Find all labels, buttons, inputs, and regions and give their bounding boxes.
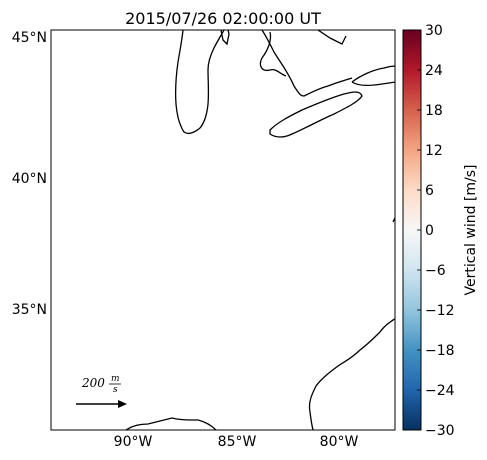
quiver-key-unit-num: m bbox=[111, 374, 120, 384]
lat-label-35: 35°N bbox=[12, 302, 47, 318]
lake-michigan-north-shore bbox=[220, 30, 230, 46]
colorbar-tick-label: 30 bbox=[425, 23, 443, 39]
lon-label-90w: 90°W bbox=[114, 434, 153, 450]
lon-label-80w: 80°W bbox=[320, 434, 359, 450]
colorbar-tick-label: −6 bbox=[425, 263, 446, 279]
quiver-key-arrowhead bbox=[118, 400, 127, 408]
colorbar-tick-label: 18 bbox=[425, 103, 443, 119]
coastlines bbox=[125, 30, 395, 430]
lake-huron-outline bbox=[261, 30, 353, 97]
lake-superior-edge bbox=[317, 30, 347, 45]
colorbar-tick-label: −24 bbox=[425, 383, 455, 399]
colorbar-tick-label: 0 bbox=[425, 223, 434, 239]
map-title: 2015/07/26 02:00:00 UT bbox=[125, 9, 321, 28]
colorbar-tick-label: −18 bbox=[425, 343, 455, 359]
lon-label-85w: 85°W bbox=[218, 434, 257, 450]
colorbar-tick-label: −12 bbox=[425, 303, 455, 319]
colorbar-label: Vertical wind [m/s] bbox=[463, 165, 479, 296]
gulf-coast bbox=[125, 417, 217, 430]
colorbar-tick-label: 24 bbox=[425, 63, 443, 79]
colorbar-tick-label: 12 bbox=[425, 143, 443, 159]
lake-ontario-outline bbox=[351, 65, 395, 86]
lat-label-45: 45°N bbox=[12, 30, 47, 46]
colorbar-tick-label: 6 bbox=[425, 183, 434, 199]
quiver-key: 200 m s bbox=[76, 374, 127, 408]
lat-label-40: 40°N bbox=[12, 171, 47, 187]
colorbar-ticks: 30 24 18 12 6 0 −6 −12 −18 −24 −30 bbox=[417, 23, 455, 439]
colorbar-tick-label: −30 bbox=[425, 423, 455, 439]
quiver-key-value: 200 bbox=[81, 376, 105, 390]
atlantic-coast bbox=[308, 216, 395, 430]
georgian-bay-outline bbox=[259, 31, 287, 77]
quiver-key-unit-den: s bbox=[113, 385, 118, 395]
lake-michigan-outline bbox=[174, 30, 225, 135]
map-frame bbox=[50, 29, 396, 431]
lake-erie-outline bbox=[269, 91, 363, 138]
